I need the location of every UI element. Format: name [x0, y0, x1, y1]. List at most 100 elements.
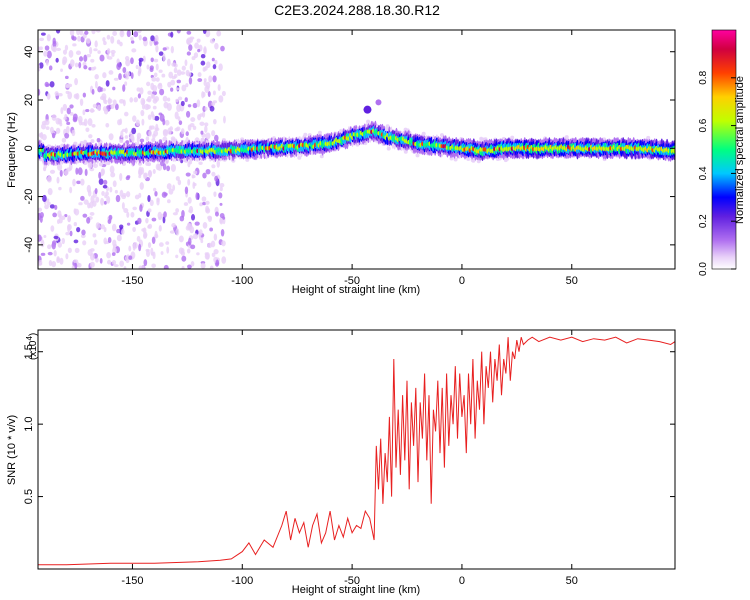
spectrogram-noise-cell [106, 259, 112, 265]
spectrogram-noise-cell [158, 242, 164, 247]
spectrogram-noise-cell [39, 37, 45, 42]
spectrogram-noise-cell [170, 163, 176, 172]
spectrogram-noise-cell [60, 107, 64, 115]
spectrogram-noise-cell [64, 214, 68, 218]
spectrogram-noise-cell [173, 67, 178, 74]
spectrogram-noise-cell [45, 126, 50, 130]
spectrogram-noise-cell [146, 64, 150, 70]
spectrogram-noise-cell [220, 229, 225, 237]
spectrogram-noise-cell [130, 211, 135, 218]
spectrogram-noise-cell [46, 92, 51, 100]
spectrogram-noise-cell [108, 214, 113, 221]
spectrogram-noise-cell [90, 195, 95, 204]
colorbar-tick-label: 0.2 [698, 214, 709, 228]
spectrogram-noise-cell [76, 180, 81, 185]
spectrogram-noise-cell [167, 127, 172, 135]
spectrogram-noise-cell [62, 49, 68, 55]
spectrogram-noise-cell [193, 52, 199, 59]
spectrogram-noise-cell [38, 88, 41, 96]
spectrogram-noise-cell [64, 170, 69, 176]
spectrogram-noise-cell [187, 161, 191, 168]
spectrogram-noise-cell [73, 208, 77, 215]
spectrogram-noise-cell [72, 178, 76, 187]
spectrogram-noise-cell [51, 132, 56, 139]
top-x-ticks: -150 -100 -50 0 50 [121, 30, 578, 287]
spectrogram-noise-cell [178, 235, 184, 243]
y-multiplier-label: (x104) [25, 333, 39, 360]
spectrogram-noise-cell [143, 259, 148, 267]
spectrogram-noise-cell [202, 111, 206, 118]
spectrogram-noise-cell [211, 130, 216, 137]
spectrogram-noise-cell [67, 91, 73, 100]
spectrogram-noise-cell [139, 182, 144, 190]
spectrogram-noise-cell [122, 193, 127, 198]
spectrogram-noise-cell [162, 129, 168, 137]
spectrogram-noise-cell [95, 222, 101, 229]
spectrogram-noise-cell [184, 97, 188, 103]
top-x-tick-label: -50 [344, 275, 360, 287]
spectrogram-noise-cell [166, 58, 171, 67]
spectrogram-noise-cell [69, 30, 75, 36]
spectrogram-halo-cell [245, 157, 250, 162]
spectrogram-noise-cell [126, 222, 131, 226]
spectrogram-noise-cell [144, 103, 150, 111]
spectrogram-noise-cell [162, 118, 166, 126]
spectrogram-noise-cell [119, 98, 125, 104]
spectrogram-noise-cell [186, 30, 192, 35]
spectrogram-noise-cell [162, 95, 168, 102]
spectrogram-noise-cell [142, 55, 146, 63]
spectrogram-noise-cell [183, 202, 189, 206]
spectrogram-noise-cell [43, 234, 47, 239]
spectrogram-noise-cell [86, 54, 91, 58]
spectrogram-noise-cell [65, 125, 70, 134]
spectrogram-noise-cell [123, 208, 129, 213]
spectrogram-noise-cell [97, 50, 101, 54]
spectrogram-noise-cell [187, 104, 192, 108]
spectrogram-noise-cell [202, 222, 208, 229]
spectrogram-noise-cell [222, 249, 225, 253]
spectrogram-noise-cell [188, 76, 193, 85]
spectrogram-noise-cell [151, 217, 157, 222]
spectrogram-noise-cell [212, 90, 216, 96]
spectrogram-noise-cell [109, 186, 113, 193]
spectrogram-blob [375, 99, 382, 106]
spectrogram-noise-cell [38, 234, 42, 242]
spectrogram-noise-cell [151, 263, 156, 268]
spectrogram-noise-cell [49, 204, 55, 209]
spectrogram-noise-cell [204, 106, 208, 111]
spectrogram-noise-cell [164, 119, 170, 126]
spectrogram-noise-cell [116, 228, 121, 234]
spectrogram-noise-cell [99, 258, 103, 264]
spectrogram-noise-cell [131, 48, 137, 53]
spectrogram-noise-cell [64, 44, 69, 51]
spectrogram-noise-cell [119, 189, 124, 198]
spectrogram-noise-cell [180, 128, 185, 135]
spectrogram-noise-cell [72, 113, 78, 122]
spectrogram-halo-cell [470, 158, 475, 163]
spectrogram-noise-cell [153, 187, 157, 192]
spectrogram-noise-cell [175, 254, 179, 259]
spectrogram-noise-cell [136, 235, 141, 242]
spectrogram-noise-cell [214, 59, 218, 65]
spectrogram-noise-cell [102, 88, 106, 92]
spectrogram-noise-cell [158, 112, 163, 116]
spectrogram-noise-cell [95, 257, 99, 263]
spectrogram-noise-cell [63, 116, 67, 120]
bottom-y-tick-label: 1.5 [23, 344, 35, 359]
spectrogram-noise-cell [114, 103, 119, 111]
spectrogram-noise-cell [149, 39, 153, 47]
spectrogram-noise-cell [169, 230, 175, 234]
spectrogram-noise-cell [51, 260, 57, 268]
spectrogram-halo-cell [90, 139, 95, 144]
spectrogram-noise-cell [155, 77, 160, 82]
spectrogram-noise-cell [187, 264, 192, 269]
spectrogram-noise-cell [80, 195, 85, 201]
spectrogram-noise-cell [56, 256, 60, 262]
spectrogram-noise-cell [73, 221, 77, 227]
spectrogram-noise-cell [125, 58, 131, 67]
spectrogram-noise-cell [181, 84, 187, 92]
spectrogram-noise-cell [211, 164, 216, 169]
spectrogram-noise-cell [145, 81, 151, 87]
spectrogram-halo-cell [151, 138, 156, 143]
spectrogram-noise-cell [202, 201, 207, 206]
